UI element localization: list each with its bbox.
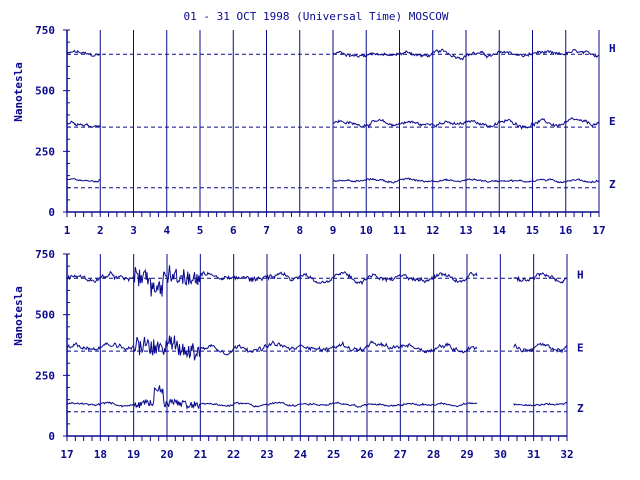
top-x-tick-label: 3 — [130, 224, 137, 237]
top-series-label-h: H — [609, 42, 616, 55]
bottom-series-z-trace — [513, 402, 568, 407]
bottom-x-tick-label: 30 — [494, 448, 507, 461]
top-x-tick-label: 1 — [64, 224, 71, 237]
top-x-tick-label: 7 — [263, 224, 270, 237]
bottom-series-z-trace — [67, 385, 478, 411]
top-x-tick-label: 9 — [330, 224, 337, 237]
top-series-h-trace — [66, 49, 101, 57]
bottom-y-tick-label: 250 — [35, 369, 55, 382]
bottom-x-tick-label: 22 — [227, 448, 240, 461]
y-axis-label-bottom: Nanotesla — [12, 286, 25, 346]
bottom-series-h-trace — [66, 265, 478, 297]
top-y-tick-label: 500 — [35, 85, 55, 98]
top-x-tick-label: 5 — [197, 224, 204, 237]
bottom-series-e-trace — [513, 342, 568, 354]
bottom-x-tick-label: 26 — [360, 448, 374, 461]
top-x-tick-label: 15 — [526, 224, 539, 237]
bottom-y-tick-label: 0 — [48, 430, 55, 443]
top-x-tick-label: 14 — [493, 224, 507, 237]
top-y-tick-label: 250 — [35, 145, 55, 158]
bottom-series-label-z: Z — [577, 402, 584, 415]
top-y-tick-label: 0 — [48, 206, 55, 219]
top-series-label-z: Z — [609, 178, 616, 191]
top-x-tick-label: 17 — [592, 224, 605, 237]
bottom-x-tick-label: 28 — [427, 448, 440, 461]
top-series-e-trace — [332, 117, 600, 131]
bottom-x-tick-label: 24 — [294, 448, 308, 461]
top-x-tick-label: 4 — [163, 224, 170, 237]
bottom-x-tick-label: 20 — [160, 448, 173, 461]
top-x-tick-label: 13 — [459, 224, 472, 237]
bottom-x-tick-label: 27 — [394, 448, 407, 461]
bottom-x-tick-label: 25 — [327, 448, 340, 461]
top-x-tick-label: 12 — [426, 224, 439, 237]
top-x-tick-label: 11 — [393, 224, 407, 237]
top-series-label-e: E — [609, 115, 616, 128]
bottom-x-tick-label: 19 — [127, 448, 140, 461]
bottom-series-label-e: E — [577, 341, 584, 354]
top-x-tick-label: 16 — [559, 224, 573, 237]
bottom-y-tick-label: 750 — [35, 248, 55, 261]
top-x-tick-label: 8 — [296, 224, 303, 237]
top-x-tick-label: 2 — [97, 224, 104, 237]
bottom-x-tick-label: 21 — [194, 448, 208, 461]
top-y-tick-label: 750 — [35, 24, 55, 37]
top-series-z-trace — [332, 177, 600, 184]
bottom-x-tick-label: 31 — [527, 448, 541, 461]
top-series-z-trace — [66, 178, 101, 183]
bottom-x-tick-label: 17 — [60, 448, 73, 461]
chart-title: 01 - 31 OCT 1998 (Universal Time) MOSCOW — [184, 10, 449, 23]
top-series-h-trace — [332, 48, 600, 61]
top-x-tick-label: 10 — [360, 224, 373, 237]
top-x-tick-label: 6 — [230, 224, 237, 237]
bottom-series-label-h: H — [577, 269, 584, 282]
bottom-x-tick-label: 18 — [94, 448, 107, 461]
bottom-y-tick-label: 500 — [35, 309, 55, 322]
bottom-series-h-trace — [513, 272, 568, 284]
top-series-e-trace — [66, 120, 101, 128]
bottom-x-tick-label: 29 — [460, 448, 473, 461]
bottom-series-e-trace — [66, 335, 478, 361]
bottom-x-tick-label: 23 — [260, 448, 273, 461]
bottom-x-tick-label: 32 — [560, 448, 573, 461]
y-axis-label-top: Nanotesla — [12, 62, 25, 122]
